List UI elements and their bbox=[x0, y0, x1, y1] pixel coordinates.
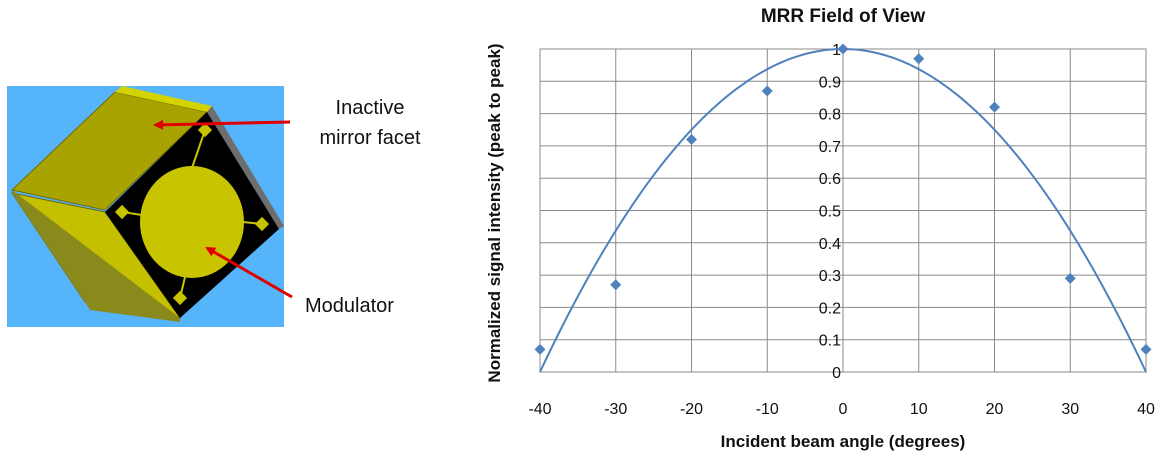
modulator-pointer-arrow bbox=[205, 246, 293, 299]
data-point-diamond bbox=[837, 43, 849, 55]
data-point-diamond bbox=[989, 101, 1000, 113]
y-tick-label: 0.8 bbox=[819, 107, 841, 124]
data-point-diamond bbox=[1140, 343, 1152, 355]
y-tick-label: 0.4 bbox=[819, 236, 841, 253]
x-tick-label: -30 bbox=[604, 401, 627, 418]
x-axis-label: Incident beam angle (degrees) bbox=[721, 432, 966, 451]
y-tick-label: 1 bbox=[832, 42, 841, 59]
chart-gridlines bbox=[539, 48, 1147, 373]
x-tick-label: -10 bbox=[756, 401, 779, 418]
x-tick-label: -40 bbox=[528, 401, 551, 418]
data-point-diamond bbox=[761, 85, 773, 97]
y-tick-label: 0.3 bbox=[819, 268, 841, 285]
x-tick-label: -20 bbox=[680, 401, 703, 418]
x-tick-label: 40 bbox=[1137, 401, 1155, 418]
modulator-label: Modulator bbox=[305, 295, 394, 317]
x-tick-label: 30 bbox=[1061, 401, 1079, 418]
top-facet-rim bbox=[115, 86, 212, 112]
x-tick-label: 0 bbox=[839, 401, 848, 418]
x-tick-labels: -40 -30 -20 -10 0 10 20 30 40 bbox=[528, 401, 1155, 418]
modulator-tethers bbox=[114, 122, 270, 306]
facet-edge-shadow bbox=[207, 106, 284, 229]
facet-label-line2: mirror facet bbox=[319, 127, 421, 149]
y-tick-label: 0.9 bbox=[819, 74, 841, 91]
modulator-disc bbox=[140, 166, 244, 278]
y-tick-label: 0.1 bbox=[819, 333, 841, 350]
y-tick-label: 0.6 bbox=[819, 171, 841, 188]
mirror-illustration: Inactive mirror facet Modulator bbox=[7, 86, 421, 327]
y-axis-label: Normalized signal intensity (peak to pea… bbox=[485, 43, 504, 382]
data-point-diamond bbox=[534, 343, 546, 355]
data-point-diamond bbox=[1064, 272, 1076, 284]
y-tick-label: 0.5 bbox=[819, 204, 841, 221]
data-point-diamond bbox=[610, 279, 622, 291]
data-point-diamond bbox=[686, 133, 697, 145]
y-tick-labels: 0 0.1 0.2 0.3 0.4 0.5 0.6 0.7 0.8 0.9 1 bbox=[819, 42, 841, 382]
left-facet-rim bbox=[12, 190, 180, 322]
data-point-diamond bbox=[913, 53, 925, 65]
facet-pointer-arrow bbox=[153, 119, 291, 130]
y-tick-label: 0 bbox=[832, 365, 841, 382]
y-tick-label: 0.2 bbox=[819, 300, 841, 317]
x-tick-label: 20 bbox=[986, 401, 1004, 418]
chart-title: MRR Field of View bbox=[761, 6, 926, 27]
data-points bbox=[534, 43, 1152, 355]
retroreflector-cube bbox=[10, 86, 284, 322]
y-tick-label: 0.7 bbox=[819, 139, 841, 156]
chart: MRR Field of View 0 0.1 0.2 0.3 0.4 0.5 0.6 0.7… bbox=[485, 6, 1155, 451]
x-tick-label: 10 bbox=[910, 401, 928, 418]
facet-label-line1: Inactive bbox=[336, 97, 405, 119]
